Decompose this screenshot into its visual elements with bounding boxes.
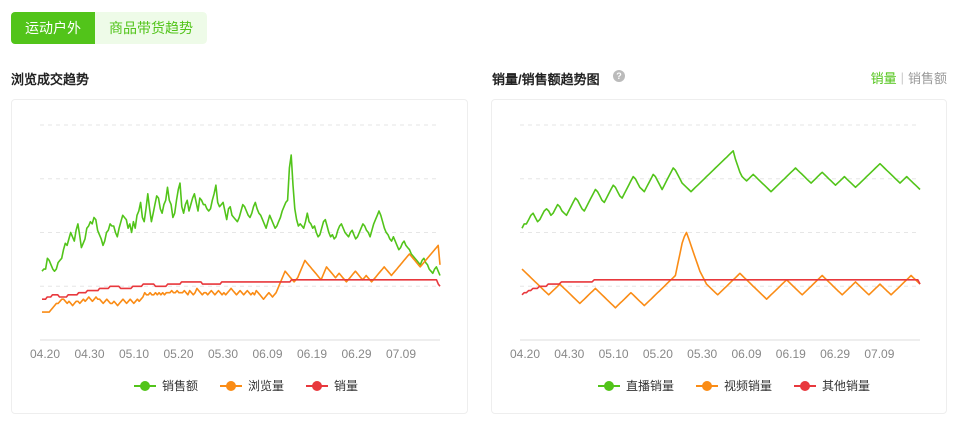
legend-label: 直播销量 bbox=[626, 379, 675, 393]
right-chart-title: 销量/销售额趋势图 bbox=[492, 72, 600, 87]
left-chart-panel: 04.20 04.30 05.10 05.20 05.30 06.09 06.19 06.29… bbox=[11, 99, 468, 414]
x-tick-label: 06.29 bbox=[341, 347, 371, 361]
tab-product-trend[interactable]: 商品带货趋势 bbox=[95, 12, 207, 44]
legend-marker-icon bbox=[696, 380, 719, 391]
category-tabs: 运动户外 商品带货趋势 bbox=[11, 12, 207, 44]
help-icon[interactable]: ? bbox=[613, 70, 625, 82]
series-line-1[interactable] bbox=[521, 149, 921, 229]
x-tick-label: 06.09 bbox=[252, 347, 282, 361]
series-line-2[interactable] bbox=[521, 231, 921, 309]
left-line-chart: 04.20 04.30 05.10 05.20 05.30 06.09 06.19 06.29… bbox=[30, 124, 441, 361]
legend-item-1[interactable]: 销售额 bbox=[134, 377, 198, 394]
x-tick-label: 05.20 bbox=[163, 347, 193, 361]
x-tick-label: 06.29 bbox=[820, 347, 850, 361]
x-tick-label: 05.10 bbox=[119, 347, 149, 361]
series-line-2[interactable] bbox=[42, 244, 441, 313]
x-tick-label: 07.09 bbox=[386, 347, 416, 361]
x-tick-label: 05.30 bbox=[687, 347, 717, 361]
right-line-chart: 04.20 04.30 05.10 05.20 05.30 06.09 06.19 06.29… bbox=[510, 124, 921, 361]
legend-item-3[interactable]: 其他销量 bbox=[794, 377, 870, 394]
x-tick-label: 05.30 bbox=[208, 347, 238, 361]
legend-label: 视频销量 bbox=[724, 379, 773, 393]
x-tick-label: 06.19 bbox=[297, 347, 327, 361]
legend-label: 其他销量 bbox=[822, 379, 871, 393]
metric-toggle: 销量 | 销售额 bbox=[871, 68, 947, 87]
x-tick-label: 06.19 bbox=[776, 347, 806, 361]
legend-marker-icon bbox=[134, 380, 156, 391]
x-tick-label: 04.20 bbox=[510, 347, 540, 361]
right-chart-legend: 直播销量 视频销量 其他销量 bbox=[598, 377, 870, 394]
x-tick-label: 06.09 bbox=[731, 347, 761, 361]
x-tick-label: 05.10 bbox=[599, 347, 629, 361]
series-line-1[interactable] bbox=[41, 154, 441, 276]
x-tick-label: 07.09 bbox=[864, 347, 894, 361]
legend-item-1[interactable]: 直播销量 bbox=[598, 377, 674, 394]
x-tick-label: 05.20 bbox=[643, 347, 673, 361]
legend-label: 浏览量 bbox=[248, 379, 285, 393]
toggle-separator: | bbox=[900, 70, 904, 85]
legend-marker-icon bbox=[598, 380, 620, 391]
series-line-3[interactable] bbox=[42, 279, 441, 300]
legend-item-2[interactable]: 视频销量 bbox=[696, 377, 772, 394]
right-chart-panel: 04.20 04.30 05.10 05.20 05.30 06.09 06.19 06.29… bbox=[491, 99, 947, 414]
x-tick-label: 04.20 bbox=[30, 347, 60, 361]
legend-item-2[interactable]: 浏览量 bbox=[220, 377, 284, 394]
legend-marker-icon bbox=[220, 380, 243, 391]
x-tick-label: 04.30 bbox=[554, 347, 584, 361]
legend-item-3[interactable]: 销量 bbox=[306, 377, 358, 394]
left-chart-title: 浏览成交趋势 bbox=[11, 72, 90, 87]
tab-outdoor-sports[interactable]: 运动户外 bbox=[11, 12, 95, 44]
series-line-3[interactable] bbox=[521, 279, 921, 296]
toggle-sales-volume[interactable]: 销量 bbox=[870, 71, 897, 86]
legend-label: 销售额 bbox=[162, 379, 199, 393]
legend-marker-icon bbox=[794, 380, 817, 391]
legend-marker-icon bbox=[306, 380, 329, 391]
x-tick-label: 04.30 bbox=[74, 347, 104, 361]
toggle-sales-amount[interactable]: 销售额 bbox=[907, 71, 947, 86]
legend-label: 销量 bbox=[334, 379, 359, 393]
left-chart-legend: 销售额 浏览量 销量 bbox=[134, 377, 358, 394]
